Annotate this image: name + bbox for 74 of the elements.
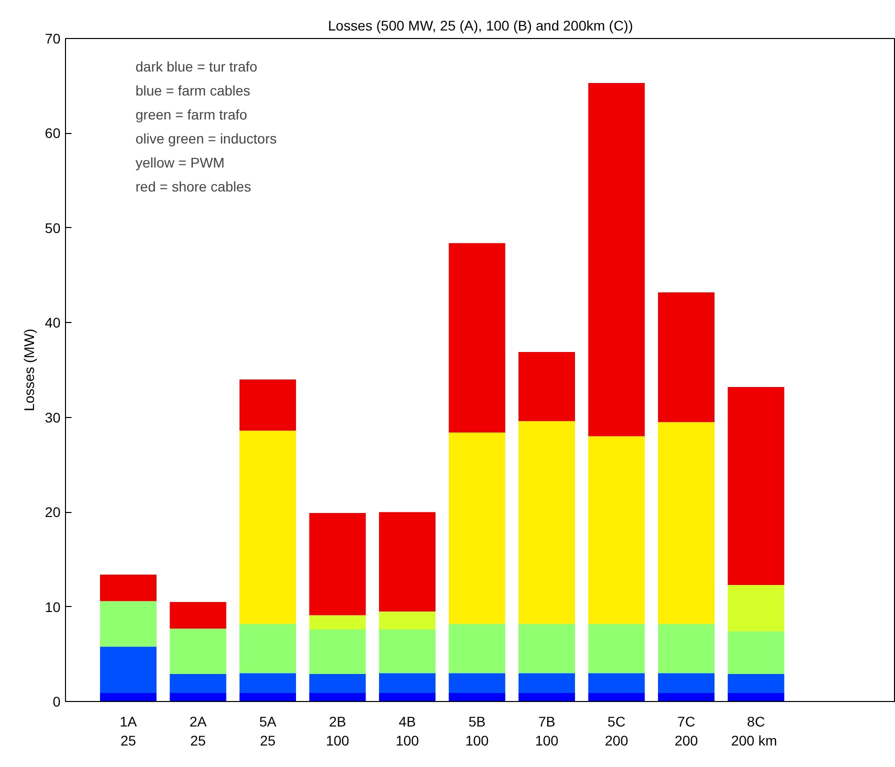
bar (588, 673, 645, 693)
chart-title: Losses (500 MW, 25 (A), 100 (B) and 200km (C)) (328, 18, 633, 34)
bar (588, 624, 645, 674)
bar (309, 615, 366, 630)
bar (588, 436, 645, 624)
bar (518, 624, 576, 674)
bar (448, 692, 506, 702)
bar (448, 432, 506, 624)
bar (518, 692, 576, 702)
y-tick-label: 0 (52, 694, 61, 710)
bar (170, 674, 226, 693)
bar (170, 602, 226, 629)
bar (100, 601, 157, 647)
bar (518, 673, 576, 693)
bar (658, 422, 715, 624)
bar (170, 628, 226, 674)
bar (448, 243, 506, 433)
y-tick-label: 60 (44, 125, 61, 142)
x-tick-label: 5A 25 (259, 714, 277, 749)
annotation: olive green = inductors (136, 130, 277, 146)
bar (448, 624, 506, 674)
bar (309, 674, 366, 693)
bar (658, 692, 715, 702)
bar (658, 624, 715, 674)
x-tick-label: 1A 25 (120, 714, 138, 749)
x-tick-label: 2B 100 (326, 714, 350, 749)
bar (240, 624, 296, 674)
x-tick-label: 7C 200 (674, 714, 698, 749)
bar (240, 673, 296, 693)
bar (588, 692, 645, 702)
bar (728, 387, 784, 585)
bar (379, 692, 436, 702)
annotation: red = shore cables (136, 178, 252, 194)
y-tick-label: 20 (44, 504, 61, 520)
annotation: blue = farm cables (136, 82, 250, 98)
y-tick-label: 50 (44, 220, 61, 236)
x-tick-label: 7B 100 (535, 714, 559, 749)
x-tick-label: 8C 200 km (731, 714, 778, 749)
y-tick-label: 10 (44, 598, 61, 615)
y-tick-label: 40 (44, 314, 61, 331)
x-tick-label: 5B 100 (465, 714, 489, 749)
bar (448, 673, 506, 693)
annotation: dark blue = tur trafo (136, 58, 258, 74)
bar (170, 692, 226, 702)
x-tick-label: 4B 100 (396, 714, 420, 749)
x-tick-label: 5C 200 (604, 714, 628, 749)
bar (728, 631, 784, 674)
bar (728, 674, 784, 693)
bar (728, 585, 784, 632)
bar (240, 692, 296, 702)
bar (100, 574, 157, 602)
bar (379, 512, 436, 612)
bar (240, 430, 296, 624)
bar (100, 692, 157, 702)
bar (240, 379, 296, 431)
bar (379, 630, 436, 674)
bar (309, 513, 366, 616)
annotation: yellow = PWM (136, 154, 225, 170)
bar (309, 692, 366, 702)
y-axis-title: Losses (MW) (20, 328, 37, 412)
bar (379, 673, 436, 693)
x-tick-label: 2A 25 (189, 714, 208, 749)
bar (379, 612, 436, 630)
annotation: green = farm trafo (136, 106, 248, 122)
bar (518, 421, 576, 624)
bar (658, 292, 715, 422)
bar (309, 630, 366, 674)
bar (100, 646, 157, 693)
bar (518, 352, 576, 422)
bar (728, 692, 784, 702)
y-tick-label: 30 (44, 409, 61, 426)
y-tick-label: 70 (44, 30, 61, 46)
bar (588, 83, 645, 436)
bar (658, 673, 715, 693)
